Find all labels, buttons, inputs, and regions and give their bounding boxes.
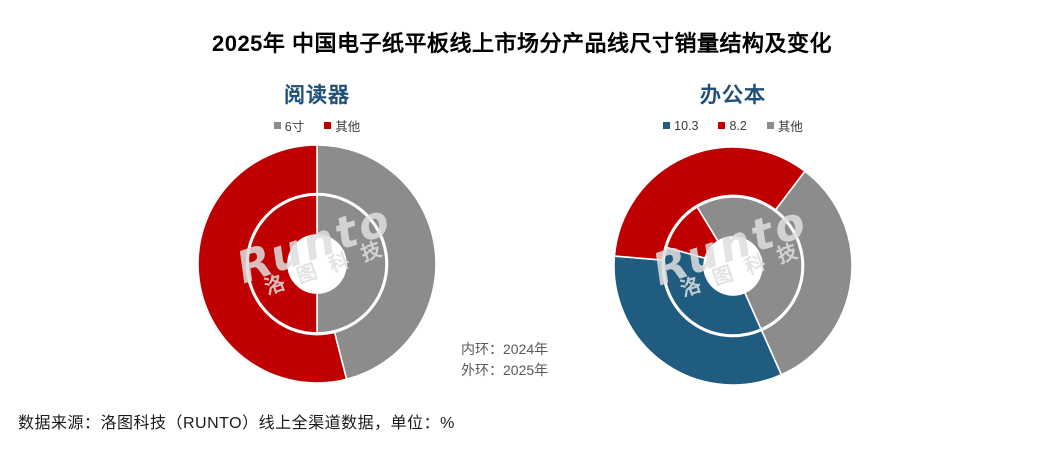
legend-item: 6寸 — [273, 116, 305, 135]
legend-swatch — [273, 122, 281, 129]
legend-office-notebook: 10.3 8.2 其他 — [612, 116, 854, 135]
inner-ring-note: 内环：2024年 — [461, 341, 549, 357]
chart-title-reader: 阅读器 — [284, 84, 350, 107]
donut-segment-outer-其他 — [760, 170, 853, 376]
legend-reader: 6寸 其他 — [196, 116, 438, 135]
donut-segment-inner-其他 — [696, 196, 803, 330]
legend-label: 8.2 — [729, 118, 747, 133]
outer-ring-note: 外环：2025年 — [461, 362, 549, 378]
legend-item: 其他 — [324, 116, 360, 135]
donut-segment-outer-10.3 — [613, 255, 783, 386]
donut-segment-inner-10.3 — [663, 246, 762, 336]
donut-chart-office-notebook — [613, 146, 853, 386]
page-title: 2025年 中国电子纸平板线上市场分产品线尺寸销量结构及变化 — [211, 31, 833, 56]
legend-swatch — [766, 122, 774, 129]
legend-label: 6寸 — [284, 120, 305, 134]
donut-segment-inner-其他 — [247, 194, 318, 334]
legend-item: 8.2 — [718, 118, 747, 133]
legend-label: 10.3 — [674, 118, 699, 133]
legend-item: 其他 — [766, 116, 803, 135]
legend-label: 其他 — [335, 120, 361, 134]
donut-segment-outer-8.2 — [613, 146, 806, 261]
chart-title-office-notebook: 办公本 — [700, 84, 766, 107]
legend-swatch — [324, 122, 332, 129]
donut-chart-reader — [197, 144, 437, 384]
legend-label: 其他 — [777, 120, 803, 134]
donut-segment-inner-6寸 — [316, 194, 387, 334]
legend-item: 10.3 — [663, 119, 698, 133]
donut-segment-outer-6寸 — [316, 144, 437, 381]
donut-segment-outer-其他 — [197, 144, 348, 384]
data-source-note: 数据来源：洛图科技（RUNTO）线上全渠道数据，单位：% — [18, 415, 455, 432]
legend-swatch — [718, 122, 726, 129]
ring-legend-note: 内环：2024年 外环：2025年 — [461, 339, 548, 381]
legend-swatch — [663, 122, 671, 129]
